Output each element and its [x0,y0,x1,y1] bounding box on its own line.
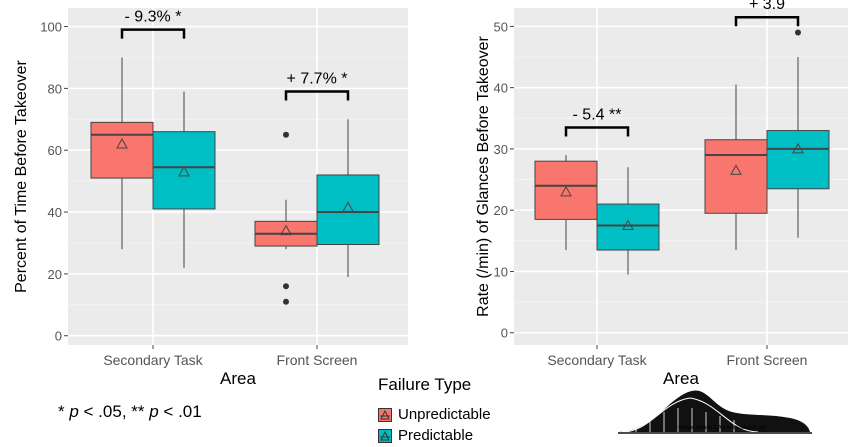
y-tick-label-50: 50 [494,19,508,34]
significance-label-front-screen: + 3.9 [749,0,785,13]
legend: Failure Type Unpredictable Predictable [378,375,491,444]
y-tick-label-30: 30 [494,142,508,157]
note-p-symbol-2: p [149,402,159,421]
outlier-point-unpredictable-front-screen [283,298,289,305]
mean-marker-predictable-secondary-task [622,219,634,231]
significance-bracket-front-screen [734,15,800,27]
y-tick-label-40: 40 [48,205,62,220]
outlier-point-unpredictable-front-screen [283,283,289,290]
significance-label-front-screen: + 7.7% * [287,70,348,87]
right-chart: 0 10 20 30 40 50 Secondary Task Front Screen - 5… [475,0,848,388]
mean-marker-unpredictable-secondary-task [560,185,572,197]
legend-title: Failure Type [378,375,472,394]
x-axis-title: Area [663,369,699,388]
x-tick-label-secondary-task: Secondary Task [547,352,647,368]
significance-bracket-secondary-task [120,28,186,39]
y-axis-title: Rate (/min) of Glances Before Takeover [475,35,492,316]
significance-note: * p < .05, ** p < .01 [58,402,202,422]
mean-marker-predictable-secondary-task [178,165,190,177]
logo-bell-curve [621,397,759,433]
y-axis-title: Percent of Time Before Takeover [13,59,30,292]
note-part1: * [58,402,70,421]
lab-logo-icon [618,390,812,434]
left-chart: 0 20 40 60 80 100 Secondary Task Front Screen - … [13,8,408,388]
logo-head-silhouette [618,390,810,432]
mean-marker-predictable-front-screen [792,142,804,154]
y-tick-label-40: 40 [494,81,508,96]
legend-swatch-predictable [378,428,392,443]
note-part3: < .01 [158,402,202,421]
mean-marker-unpredictable-front-screen [280,224,292,236]
y-tick-label-100: 100 [40,20,62,35]
y-tick-label-0: 0 [55,329,62,344]
y-tick-label-10: 10 [494,264,508,279]
box-predictable-front-screen [766,130,830,190]
box-unpredictable-secondary-task [90,121,154,179]
box-unpredictable-front-screen [704,139,768,214]
legend-label-predictable: Predictable [398,427,474,444]
note-part2: < .05, ** [78,402,150,421]
mean-marker-predictable-front-screen [342,201,354,212]
legend-label-unpredictable: Unpredictable [398,406,491,423]
mean-marker-unpredictable-front-screen [730,164,742,175]
outlier-point-unpredictable-front-screen [283,131,289,138]
x-tick-label-front-screen: Front Screen [727,352,808,368]
outlier-point-predictable-front-screen [795,29,801,36]
significance-label-secondary-task: - 5.4 ** [573,106,622,123]
y-tick-label-80: 80 [48,81,62,96]
x-axis-title: Area [220,369,256,388]
mean-marker-unpredictable-secondary-task [116,138,128,149]
legend-swatch-unpredictable [378,407,392,422]
legend-item-predictable: Predictable [378,427,473,444]
lab-logo-text: Human Factors & Applied Statistics Lab [678,425,766,431]
y-tick-label-20: 20 [494,203,508,218]
y-tick-label-60: 60 [48,143,62,158]
box-predictable-front-screen [316,174,380,246]
significance-label-secondary-task: - 9.3% * [125,9,182,26]
significance-bracket-secondary-task [564,126,630,137]
x-tick-label-front-screen: Front Screen [277,352,358,368]
note-p-symbol-1: p [69,402,79,421]
y-tick-label-0: 0 [501,326,508,341]
box-predictable-secondary-task [152,131,216,210]
box-unpredictable-secondary-task [534,160,598,220]
significance-bracket-front-screen [284,90,350,101]
box-predictable-secondary-task [596,203,660,251]
x-tick-label-secondary-task: Secondary Task [103,352,203,368]
y-tick-label-20: 20 [48,267,62,282]
legend-item-unpredictable: Unpredictable [378,406,491,423]
